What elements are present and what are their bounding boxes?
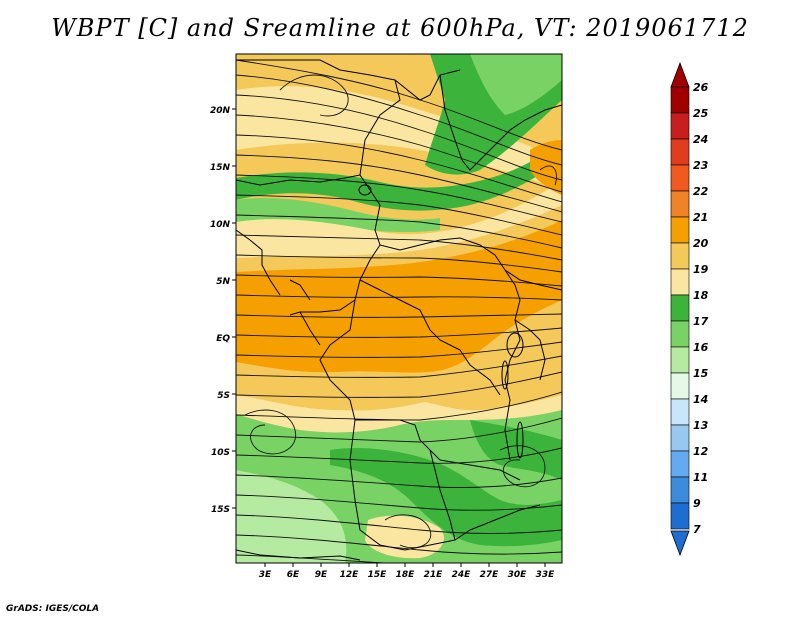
colorbar-label-17: 17 <box>693 315 709 328</box>
lakes <box>358 184 524 459</box>
colorbar: 26 25 24 23 22 21 20 19 18 17 16 15 14 1… <box>670 61 709 557</box>
lon-label-3e: 3E <box>259 570 272 580</box>
lon-label-15e: 15E <box>368 570 388 580</box>
colorbar-label-22: 22 <box>693 185 709 198</box>
colorbar-labels: 26 25 24 23 22 21 20 19 18 17 16 15 14 1… <box>693 81 709 536</box>
colorbar-label-16: 16 <box>693 341 709 354</box>
colorbar-label-19: 19 <box>693 263 709 276</box>
lat-label-20n: 20N <box>210 106 231 116</box>
shade-patch-21-ne <box>530 140 562 195</box>
shade-band-20-south <box>236 305 562 410</box>
colorbar-label-9: 9 <box>693 497 701 510</box>
lon-label-30e: 30E <box>508 570 528 580</box>
shade-band-16-south <box>236 470 347 563</box>
lon-label-9e: 9E <box>315 570 328 580</box>
lat-label-15n: 15N <box>210 163 231 173</box>
colorbar-label-12: 12 <box>693 445 709 458</box>
colorbar-label-7: 7 <box>693 523 701 536</box>
lon-label-18e: 18E <box>396 570 416 580</box>
colorbar-segment <box>670 320 690 348</box>
shade-band-20-mid <box>236 205 562 285</box>
lat-axis: 20N 15N 10N 5N EQ 5S 10S 15S <box>210 106 236 515</box>
colorbar-segment <box>670 164 690 192</box>
credit-text: GrADS: IGES/COLA <box>6 604 100 614</box>
colorbar-segment <box>670 424 690 452</box>
lat-label-10n: 10N <box>210 220 231 230</box>
shade-band-19-south <box>236 395 562 433</box>
colorbar-segments <box>670 86 690 530</box>
colorbar-segment <box>670 502 690 530</box>
colorbar-segment <box>670 138 690 166</box>
colorbar-segment <box>670 86 690 114</box>
map-panel <box>236 54 562 563</box>
wbpt-shading <box>236 54 562 563</box>
colorbar-segment <box>670 190 690 218</box>
colorbar-segment <box>670 242 690 270</box>
lon-label-27e: 27E <box>480 570 500 580</box>
colorbar-top-arrow <box>670 61 690 88</box>
country-borders <box>236 59 562 561</box>
colorbar-segment <box>670 372 690 400</box>
colorbar-label-23: 23 <box>693 159 709 172</box>
lat-label-10s: 10S <box>211 448 230 458</box>
colorbar-label-14: 14 <box>693 393 708 406</box>
colorbar-segment <box>670 294 690 322</box>
colorbar-label-20: 20 <box>693 237 709 250</box>
lon-axis: 3E 6E 9E 12E 15E 18E 21E 24E 27E 30E 33E <box>259 563 555 580</box>
colorbar-segment <box>670 112 690 140</box>
map-frame <box>235 53 563 564</box>
colorbar-bottom-arrow <box>670 530 690 557</box>
colorbar-label-13: 13 <box>693 419 709 432</box>
lat-label-5s: 5S <box>217 391 230 401</box>
colorbar-label-24: 24 <box>693 133 708 146</box>
colorbar-label-18: 18 <box>693 289 709 302</box>
lon-label-12e: 12E <box>340 570 360 580</box>
colorbar-segment <box>670 450 690 478</box>
streamlines <box>236 59 562 563</box>
lon-label-33e: 33E <box>536 570 556 580</box>
colorbar-segment <box>670 268 690 296</box>
colorbar-segment <box>670 216 690 244</box>
shade-band-16-sahel <box>236 198 440 233</box>
colorbar-label-25: 25 <box>693 107 709 120</box>
colorbar-segment <box>670 346 690 374</box>
lat-label-eq: EQ <box>216 334 230 344</box>
shade-band-17-sahel <box>236 140 562 211</box>
colorbar-label-26: 26 <box>693 81 709 94</box>
lat-label-15s: 15S <box>211 505 230 515</box>
lon-label-24e: 24E <box>452 570 472 580</box>
colorbar-label-11: 11 <box>693 471 708 484</box>
shade-band-18-south <box>330 448 562 547</box>
colorbar-label-15: 15 <box>693 367 709 380</box>
shade-patch-16-ne <box>470 54 562 115</box>
lon-label-6e: 6E <box>287 570 300 580</box>
map-title: WBPT [C] and Sreamline at 600hPa, VT: 20… <box>51 14 749 42</box>
colorbar-label-21: 21 <box>693 211 708 224</box>
colorbar-segment <box>670 476 690 504</box>
lat-label-5n: 5N <box>216 277 230 287</box>
colorbar-segment <box>670 398 690 426</box>
shade-patch-18-se <box>470 420 562 480</box>
lon-label-21e: 21E <box>424 570 444 580</box>
